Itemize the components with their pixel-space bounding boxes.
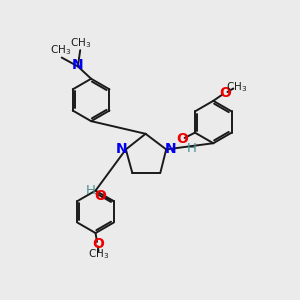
Text: N: N — [116, 142, 127, 156]
Text: O: O — [177, 132, 188, 146]
Text: O: O — [219, 85, 231, 100]
Text: O: O — [94, 189, 106, 203]
Text: H: H — [187, 142, 197, 155]
Text: CH$_3$: CH$_3$ — [70, 36, 92, 50]
Text: N: N — [72, 58, 84, 73]
Text: O: O — [92, 237, 104, 251]
Text: CH$_3$: CH$_3$ — [226, 81, 247, 94]
Text: CH$_3$: CH$_3$ — [88, 247, 109, 261]
Text: CH$_3$: CH$_3$ — [50, 43, 71, 57]
Text: H: H — [85, 184, 95, 197]
Text: N: N — [164, 142, 176, 156]
